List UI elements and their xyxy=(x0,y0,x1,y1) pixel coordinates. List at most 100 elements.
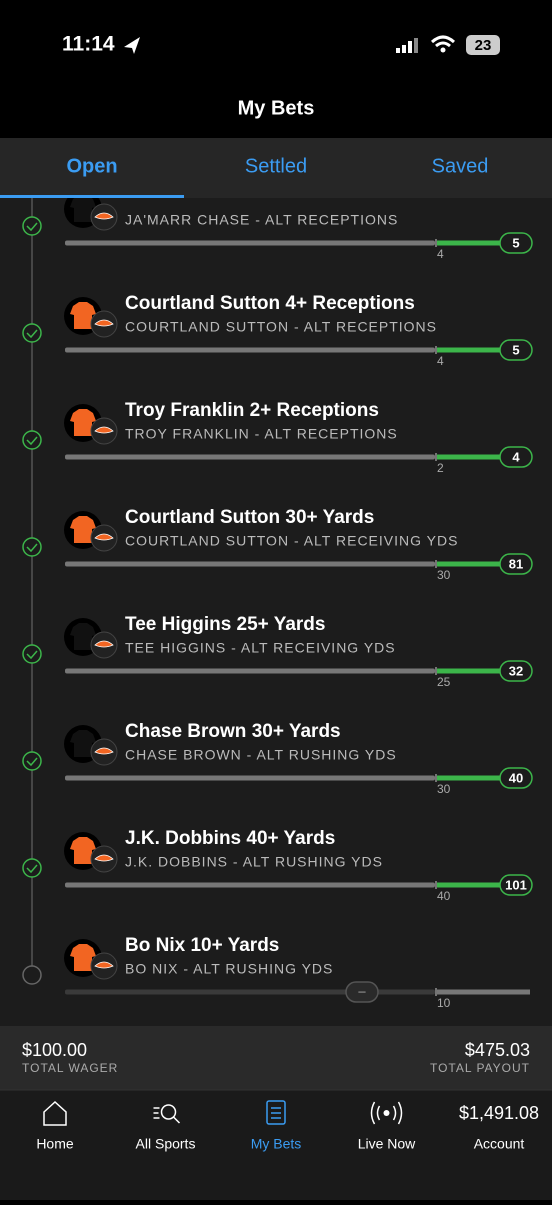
leg-title: Troy Franklin 2+ Receptions xyxy=(125,400,379,421)
progress-track xyxy=(65,347,435,353)
jersey xyxy=(70,944,96,971)
jersey xyxy=(70,302,96,329)
bet-leg[interactable]: Troy Franklin 2+ Receptions TROY FRANKLIN… xyxy=(22,400,533,475)
line-value: 4 xyxy=(437,354,444,368)
leg-title: Courtland Sutton 4+ Receptions xyxy=(125,293,415,314)
tab[interactable]: Saved xyxy=(432,155,489,177)
nav-icon xyxy=(153,1107,181,1124)
progress-track xyxy=(65,454,435,460)
team-logo xyxy=(94,854,114,862)
nav-icon xyxy=(271,1107,281,1119)
team-logo xyxy=(94,426,114,434)
check-icon xyxy=(26,329,38,339)
result-pill xyxy=(345,981,379,1003)
battery-level: 23 xyxy=(475,37,492,54)
progress-track xyxy=(65,668,435,674)
check-icon xyxy=(26,650,38,660)
leg-status xyxy=(22,537,42,557)
team-logo xyxy=(94,212,114,220)
progress-track xyxy=(65,882,435,888)
progress-over xyxy=(437,347,509,353)
progress-track xyxy=(65,240,435,246)
nav-item[interactable]: My Bets xyxy=(251,1100,302,1152)
result-value: 40 xyxy=(509,770,523,785)
leg-status xyxy=(22,858,42,878)
nav-icon xyxy=(370,1101,403,1125)
team-logo xyxy=(94,961,114,969)
tab[interactable]: Open xyxy=(66,155,117,177)
line-value: 4 xyxy=(437,247,444,261)
battery xyxy=(466,35,500,55)
result-value: 5 xyxy=(512,235,519,250)
bet-leg[interactable]: Courtland Sutton 4+ Receptions COURTLAND … xyxy=(22,293,533,368)
tab-bar xyxy=(0,138,552,198)
jersey xyxy=(70,730,96,757)
line-value: 25 xyxy=(437,675,451,689)
leg-title: Chase Brown 30+ Yards xyxy=(125,721,341,742)
check-icon xyxy=(26,757,38,767)
bet-leg[interactable]: JA'MARR CHASE - ALT RECEPTIONS 5 4 xyxy=(22,190,533,261)
jersey xyxy=(70,837,96,864)
nav-icon xyxy=(160,1104,177,1120)
nav-icon xyxy=(383,1110,390,1116)
total-wager-label: TOTAL WAGER xyxy=(22,1061,118,1075)
check-icon xyxy=(26,436,38,446)
result-value: 32 xyxy=(509,663,523,678)
progress-over xyxy=(437,454,509,460)
total-payout-label: TOTAL PAYOUT xyxy=(430,1061,530,1075)
nav-label: My Bets xyxy=(251,1136,302,1152)
leg-subtitle: JA'MARR CHASE - ALT RECEPTIONS xyxy=(125,212,398,228)
team-logo xyxy=(94,533,114,541)
result-pill xyxy=(499,660,533,682)
progress-over xyxy=(437,882,509,888)
leg-status xyxy=(22,430,42,450)
total-wager: $100.00 xyxy=(22,1040,87,1060)
leg-subtitle: BO NIX - ALT RUSHING YDS xyxy=(125,961,333,977)
leg-status xyxy=(22,644,42,664)
leg-title: Bo Nix 10+ Yards xyxy=(125,935,279,956)
jersey xyxy=(70,198,96,222)
bet-leg[interactable]: Tee Higgins 25+ Yards TEE HIGGINS - ALT R… xyxy=(22,614,533,689)
nav-icon xyxy=(43,1100,67,1126)
jersey xyxy=(70,516,96,543)
line-value: 2 xyxy=(437,461,444,475)
result-pill xyxy=(499,874,533,896)
team-logo xyxy=(94,319,114,327)
result-pill xyxy=(499,232,533,254)
nav-item[interactable]: All Sports xyxy=(136,1104,196,1152)
check-icon xyxy=(26,222,38,232)
nav-item[interactable]: Home xyxy=(36,1100,74,1152)
line-value: 40 xyxy=(437,889,451,903)
top-bar xyxy=(0,0,552,138)
team-logo xyxy=(94,640,114,648)
nav-label: Account xyxy=(474,1136,525,1152)
result-value: – xyxy=(358,983,366,998)
leg-subtitle: J.K. DOBBINS - ALT RUSHING YDS xyxy=(125,854,383,870)
leg-title: J.K. Dobbins 40+ Yards xyxy=(125,828,335,849)
progress-track xyxy=(65,989,435,995)
leg-subtitle: TEE HIGGINS - ALT RECEIVING YDS xyxy=(125,640,396,656)
jersey xyxy=(70,623,96,650)
leg-subtitle: CHASE BROWN - ALT RUSHING YDS xyxy=(125,747,397,763)
nav-item[interactable]: $1,491.08 Account xyxy=(459,1103,539,1152)
leg-status xyxy=(22,751,42,771)
bet-leg[interactable]: Chase Brown 30+ Yards CHASE BROWN - ALT R… xyxy=(22,721,533,796)
bet-leg[interactable]: Bo Nix 10+ Yards BO NIX - ALT RUSHING YDS… xyxy=(22,935,530,1010)
page-title: My Bets xyxy=(238,97,315,119)
progress-line xyxy=(437,989,530,995)
summary-bar xyxy=(0,1026,552,1090)
nav-item[interactable]: Live Now xyxy=(358,1101,416,1152)
line-value: 10 xyxy=(437,996,451,1010)
result-value: 4 xyxy=(512,449,520,464)
check-icon xyxy=(26,543,38,553)
status-time: 11:14 xyxy=(62,33,115,56)
leg-subtitle: COURTLAND SUTTON - ALT RECEIVING YDS xyxy=(125,533,458,549)
result-pill xyxy=(499,339,533,361)
bet-leg[interactable]: Courtland Sutton 30+ Yards COURTLAND SUTT… xyxy=(22,507,533,582)
result-pill xyxy=(499,446,533,468)
leg-status xyxy=(22,323,42,343)
tab[interactable]: Settled xyxy=(245,155,307,177)
bet-leg[interactable]: J.K. Dobbins 40+ Yards J.K. DOBBINS - ALT… xyxy=(22,828,533,903)
leg-status xyxy=(22,965,42,985)
